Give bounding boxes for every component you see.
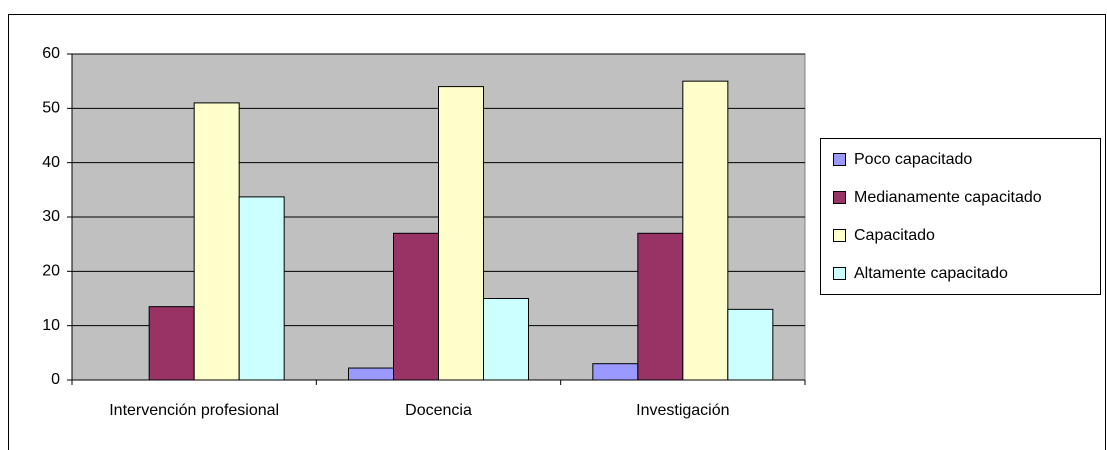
x-tick-label: Docencia	[405, 402, 472, 419]
y-tick-label: 50	[42, 100, 60, 117]
legend-label: Medianamente capacitado	[854, 189, 1042, 206]
legend-swatch	[833, 267, 846, 280]
bar	[483, 298, 529, 381]
bar	[637, 232, 684, 381]
bar	[592, 363, 639, 381]
bar	[682, 80, 729, 381]
legend-swatch	[833, 229, 846, 242]
legend-swatch	[833, 153, 846, 166]
y-tick-label: 20	[42, 263, 60, 280]
x-tick-label: Investigación	[636, 402, 729, 419]
legend-label: Altamente capacitado	[854, 265, 1008, 282]
legend-box	[820, 138, 1101, 295]
bar	[348, 367, 394, 381]
bar	[438, 86, 484, 381]
x-tick-label: Intervención profesional	[109, 402, 279, 419]
legend-swatch	[833, 191, 846, 204]
legend-label: Capacitado	[854, 227, 935, 244]
y-tick-label: 60	[42, 45, 60, 62]
y-tick-label: 10	[42, 317, 60, 334]
bar	[238, 196, 285, 381]
legend-label: Poco capacitado	[854, 151, 972, 168]
bar	[193, 102, 240, 381]
y-tick-label: 0	[51, 371, 60, 388]
bar	[148, 306, 195, 381]
y-tick-label: 30	[42, 208, 60, 225]
bar	[393, 232, 439, 381]
y-tick-label: 40	[42, 154, 60, 171]
bar	[727, 308, 774, 381]
